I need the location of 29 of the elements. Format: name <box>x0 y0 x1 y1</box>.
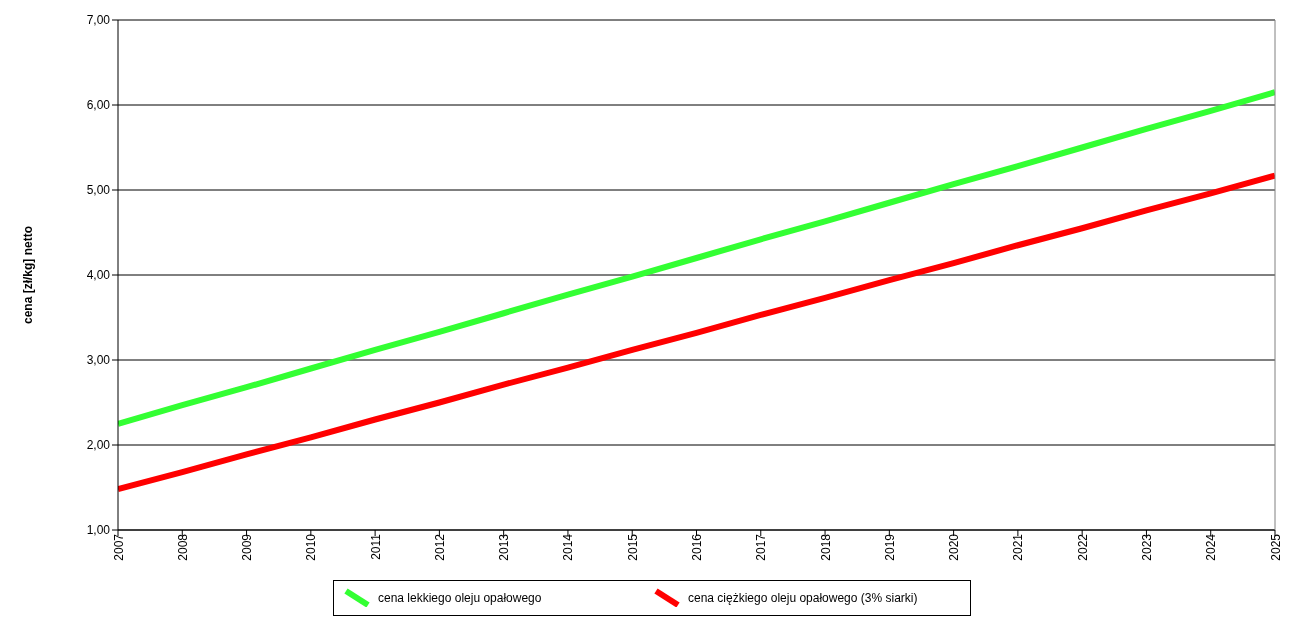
y-tick-label: 7,00 <box>86 13 111 28</box>
x-tick-label: 2008 <box>175 533 190 561</box>
x-tick-label: 2015 <box>625 533 640 561</box>
y-tick-label: 1,00 <box>86 523 111 538</box>
y-tick-label: 4,00 <box>86 268 111 283</box>
x-tick-label: 2017 <box>754 533 769 561</box>
x-tick-label: 2025 <box>1268 533 1283 561</box>
x-tick-label: 2007 <box>111 533 126 561</box>
x-tick-label: 2023 <box>1139 533 1154 561</box>
y-tick-label: 5,00 <box>86 183 111 198</box>
x-tick-label: 2022 <box>1075 533 1090 561</box>
x-tick-label: 2018 <box>818 533 833 561</box>
x-tick-label: 2014 <box>561 533 576 561</box>
y-tick-label: 3,00 <box>86 353 111 368</box>
x-tick-label: 2019 <box>882 533 897 561</box>
y-tick-label: 2,00 <box>86 438 111 453</box>
legend-label: cena ciężkiego oleju opałowego (3% siarki) <box>688 590 918 607</box>
x-tick-label: 2009 <box>240 533 255 561</box>
y-axis-title: cena [zł/kg] netto <box>21 225 36 325</box>
x-tick-label: 2013 <box>497 533 512 561</box>
y-tick-label: 6,00 <box>86 98 111 113</box>
x-tick-label: 2012 <box>432 533 447 561</box>
x-tick-label: 2020 <box>947 533 962 561</box>
x-tick-label: 2011 <box>368 533 383 560</box>
x-tick-label: 2021 <box>1011 533 1026 561</box>
x-tick-label: 2024 <box>1204 533 1219 561</box>
x-tick-label: 2010 <box>304 533 319 561</box>
legend-label: cena lekkiego oleju opałowego <box>378 590 542 607</box>
x-tick-label: 2016 <box>690 533 705 561</box>
